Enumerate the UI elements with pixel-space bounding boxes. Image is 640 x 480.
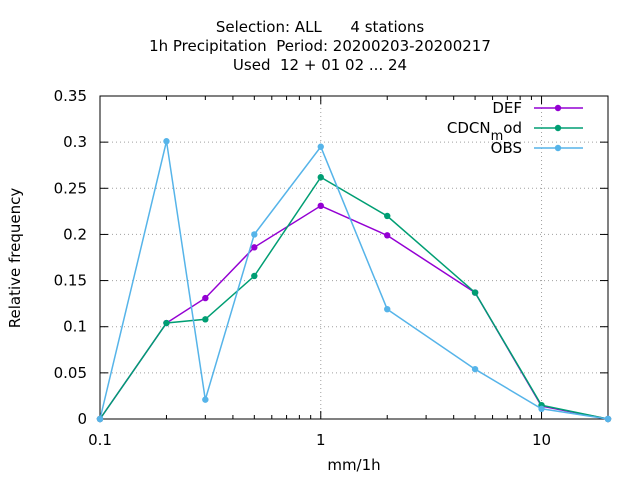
y-tick-label: 0.15	[54, 272, 87, 290]
legend-label: OBS	[491, 139, 522, 157]
data-point	[251, 272, 258, 280]
chart-title-line-2: 1h Precipitation Period: 20200203-202002…	[149, 37, 491, 55]
y-tick-label: 0.05	[54, 364, 87, 382]
data-point	[96, 415, 104, 423]
legend-label: DEF	[492, 99, 522, 117]
legend-label: CDCNmod	[447, 119, 522, 144]
series-line	[99, 204, 609, 420]
data-point	[384, 212, 391, 220]
legend-marker	[554, 104, 562, 112]
data-point	[317, 143, 324, 150]
y-tick-label: 0.3	[63, 133, 87, 151]
y-tick-label: 0	[77, 410, 87, 428]
data-point	[251, 244, 258, 251]
y-tick-label: 0.25	[54, 179, 87, 197]
data-point	[163, 319, 170, 327]
data-point	[604, 415, 612, 423]
data-point	[202, 316, 209, 323]
legend-marker	[554, 124, 562, 132]
legend-marker	[554, 144, 562, 152]
data-point	[471, 289, 479, 296]
data-point	[471, 365, 479, 373]
chart-title-line-3: Used 12 + 01 02 ... 24	[232, 56, 408, 74]
series-line	[99, 176, 609, 420]
x-axis-label: mm/1h	[327, 456, 381, 474]
data-point	[384, 305, 391, 313]
y-axis-label: Relative frequency	[6, 187, 24, 329]
data-point	[317, 174, 324, 181]
x-tick-label: 0.1	[88, 431, 112, 449]
y-tick-label: 0.35	[54, 87, 87, 105]
y-tick-label: 0.2	[63, 225, 87, 243]
x-tick-label: 10	[532, 431, 551, 449]
data-point	[251, 231, 258, 238]
data-point	[317, 202, 324, 210]
data-point	[202, 396, 209, 403]
plot-frame	[99, 95, 609, 420]
data-point	[163, 138, 170, 145]
y-tick-label: 0.1	[63, 318, 87, 336]
x-tick-label: 1	[316, 431, 326, 449]
chart-title-line-1: Selection: ALL 4 stations	[215, 18, 425, 36]
data-point	[538, 405, 545, 413]
data-point	[384, 232, 391, 239]
data-point	[202, 294, 209, 302]
